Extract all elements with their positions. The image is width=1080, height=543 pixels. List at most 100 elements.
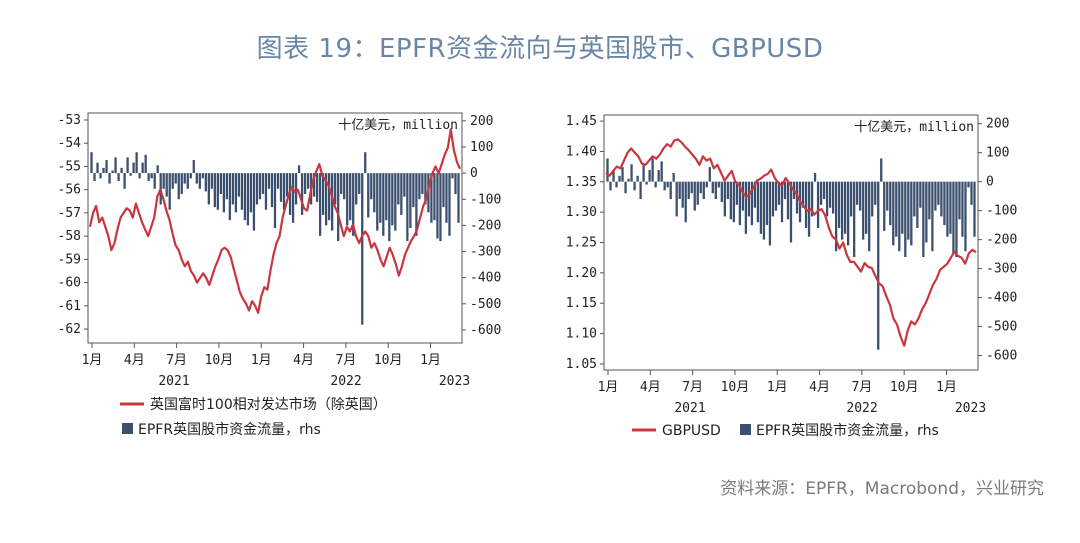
flow-bar: [877, 181, 880, 350]
flow-bar: [967, 181, 970, 188]
left-tick-label: 1.30: [566, 205, 597, 220]
flow-bar: [102, 167, 105, 174]
right-tick-label: -400: [470, 271, 501, 286]
left-tick-label: -56: [58, 183, 81, 198]
flow-bar: [925, 181, 928, 243]
flow-bar: [868, 181, 871, 252]
flow-bar: [436, 173, 439, 239]
flow-bar: [816, 181, 820, 229]
flow-bar: [949, 181, 952, 234]
flow-bar: [765, 181, 769, 226]
flow-bar: [693, 181, 696, 211]
flow-bar: [180, 173, 183, 195]
flow-bar: [334, 173, 337, 205]
flow-bar: [225, 173, 229, 200]
flow-bar: [639, 181, 642, 200]
flow-bar: [177, 173, 180, 200]
flow-bar: [291, 173, 295, 223]
right-tick-label: 0: [470, 166, 478, 181]
flow-bar: [862, 181, 865, 240]
flow-bar: [973, 181, 976, 237]
flow-bar: [93, 173, 96, 181]
x-year-label: 2022: [330, 374, 361, 389]
right-tick-label: 200: [470, 114, 493, 129]
source-note: 资料来源：EPFR，Macrobond，兴业研究: [720, 479, 1044, 499]
x-tick-label: 7月: [335, 353, 356, 368]
right-tick-label: -300: [470, 245, 501, 260]
flow-bar: [282, 173, 286, 210]
flow-bar: [717, 181, 720, 188]
flow-bar: [433, 173, 436, 221]
flow-bar: [397, 173, 400, 205]
flow-bar: [892, 181, 895, 246]
flow-bar: [406, 173, 409, 242]
flow-bar: [306, 173, 310, 189]
left-tick-label: -58: [58, 229, 81, 244]
right-tick-label: 100: [986, 146, 1009, 161]
flow-bar: [370, 173, 373, 200]
x-tick-label: 4月: [640, 380, 661, 395]
x-tick-label: 1月: [82, 353, 103, 368]
left-tick-label: 1.05: [566, 357, 597, 372]
flow-bar: [315, 173, 319, 202]
flow-bar: [312, 173, 316, 197]
flow-bar: [219, 173, 222, 195]
legend-bar-swatch: [122, 423, 133, 434]
flow-bar: [264, 173, 268, 210]
flow-bar: [439, 173, 442, 242]
flow-bar: [198, 173, 201, 189]
flow-bar: [714, 181, 717, 200]
flow-bar: [744, 181, 748, 234]
flow-bar: [633, 181, 636, 191]
flow-bar: [192, 160, 195, 174]
flow-bar: [129, 173, 132, 176]
flow-bar: [618, 175, 621, 182]
flow-bar: [162, 173, 165, 189]
flow-bar: [255, 173, 259, 205]
flow-bar: [273, 173, 277, 228]
flow-bar: [141, 162, 144, 174]
axis-group: -53 -54 -55 -56 -57 -58 -59 -60 -61 -62 200 100 0 -10…: [58, 113, 502, 389]
flow-bar: [394, 173, 397, 231]
flow-bar: [376, 173, 379, 231]
x-tick-label: 1月: [420, 353, 441, 368]
flow-bar: [657, 170, 660, 182]
flow-bar: [373, 173, 376, 213]
flow-bar: [343, 173, 346, 200]
x-tick-label: 1月: [936, 380, 957, 395]
flow-bar: [928, 181, 931, 220]
axis-group: 1.45 1.40 1.35 1.30 1.25 1.20 1.15 1.10 1.05 200 1…: [566, 114, 1018, 416]
flow-bar: [675, 181, 678, 217]
flow-bar: [759, 181, 763, 234]
flow-bar: [385, 173, 388, 221]
flow-bar: [729, 181, 732, 220]
flow-bar: [189, 173, 192, 179]
x-tick-label: 1月: [251, 353, 272, 368]
x-tick-label: 4月: [124, 353, 145, 368]
flow-bar: [645, 181, 648, 185]
chart-gbpusd: 1.45 1.40 1.35 1.30 1.25 1.20 1.15 1.10 1.05 200 1…: [566, 114, 1018, 439]
flow-bar: [804, 181, 808, 229]
flow-bar: [171, 173, 174, 189]
flow-bar: [946, 181, 949, 237]
flow-bar: [201, 173, 204, 179]
flow-bar: [940, 181, 943, 217]
flow-bar: [222, 173, 226, 213]
flow-bar: [654, 181, 657, 188]
flow-bar: [768, 181, 772, 246]
x-tick-label: 1月: [598, 380, 619, 395]
flow-bar: [943, 181, 946, 226]
x-tick-label: 10月: [890, 380, 919, 395]
flow-bar: [958, 181, 961, 220]
flow-bar: [913, 181, 916, 217]
unit-label: 十亿美元，million: [854, 120, 974, 135]
flow-bar: [207, 173, 210, 205]
flow-bar: [696, 181, 699, 205]
right-tick-label: -500: [470, 297, 501, 312]
flow-bar: [901, 181, 904, 234]
flow-bar: [747, 181, 751, 217]
flow-bar: [120, 167, 123, 174]
flow-bar: [708, 167, 711, 182]
flow-bar: [910, 181, 913, 246]
flow-bar: [150, 173, 153, 179]
